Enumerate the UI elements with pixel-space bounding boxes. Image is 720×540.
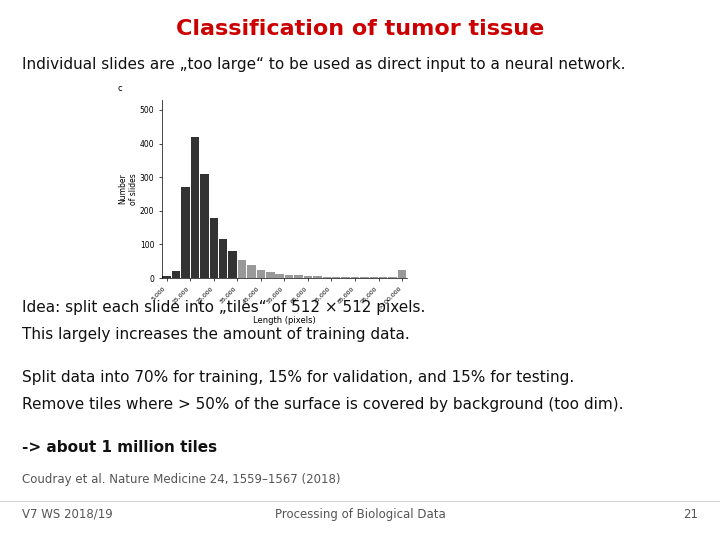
Text: Classification of tumor tissue: Classification of tumor tissue — [176, 19, 544, 39]
Bar — [276, 274, 284, 278]
Bar — [379, 277, 387, 278]
Bar — [172, 272, 180, 278]
Text: Split data into 70% for training, 15% for validation, and 15% for testing.: Split data into 70% for training, 15% fo… — [22, 370, 574, 385]
Text: Coudray et al. Nature Medicine 24, 1559–1567 (2018): Coudray et al. Nature Medicine 24, 1559–… — [22, 472, 340, 485]
Y-axis label: Number
of slides: Number of slides — [118, 173, 138, 205]
Text: Idea: split each slide into „tiles“ of 512 × 512 pixels.: Idea: split each slide into „tiles“ of 5… — [22, 300, 425, 315]
X-axis label: Length (pixels): Length (pixels) — [253, 316, 316, 326]
Bar — [191, 137, 199, 278]
Bar — [219, 239, 228, 278]
Text: c: c — [118, 84, 122, 93]
Bar — [256, 269, 265, 278]
Bar — [398, 269, 406, 278]
Bar — [304, 276, 312, 278]
Bar — [285, 275, 293, 278]
Bar — [163, 276, 171, 278]
Bar — [200, 174, 209, 278]
Text: V7 WS 2018/19: V7 WS 2018/19 — [22, 508, 112, 521]
Text: Processing of Biological Data: Processing of Biological Data — [274, 508, 446, 521]
Bar — [332, 277, 341, 278]
Text: This largely increases the amount of training data.: This largely increases the amount of tra… — [22, 327, 410, 342]
Text: Remove tiles where > 50% of the surface is covered by background (too dim).: Remove tiles where > 50% of the surface … — [22, 397, 623, 412]
Bar — [369, 277, 378, 278]
Bar — [313, 276, 322, 278]
Bar — [181, 187, 190, 278]
Bar — [228, 251, 237, 278]
Bar — [247, 265, 256, 278]
Text: Individual slides are „too large“ to be used as direct input to a neural network: Individual slides are „too large“ to be … — [22, 57, 625, 72]
Text: 21: 21 — [683, 508, 698, 521]
Bar — [294, 275, 303, 278]
Text: -> about 1 million tiles: -> about 1 million tiles — [22, 440, 217, 455]
Bar — [238, 260, 246, 278]
Bar — [323, 277, 331, 278]
Bar — [210, 218, 218, 278]
Bar — [266, 272, 274, 278]
Bar — [341, 277, 350, 278]
Bar — [360, 277, 369, 278]
